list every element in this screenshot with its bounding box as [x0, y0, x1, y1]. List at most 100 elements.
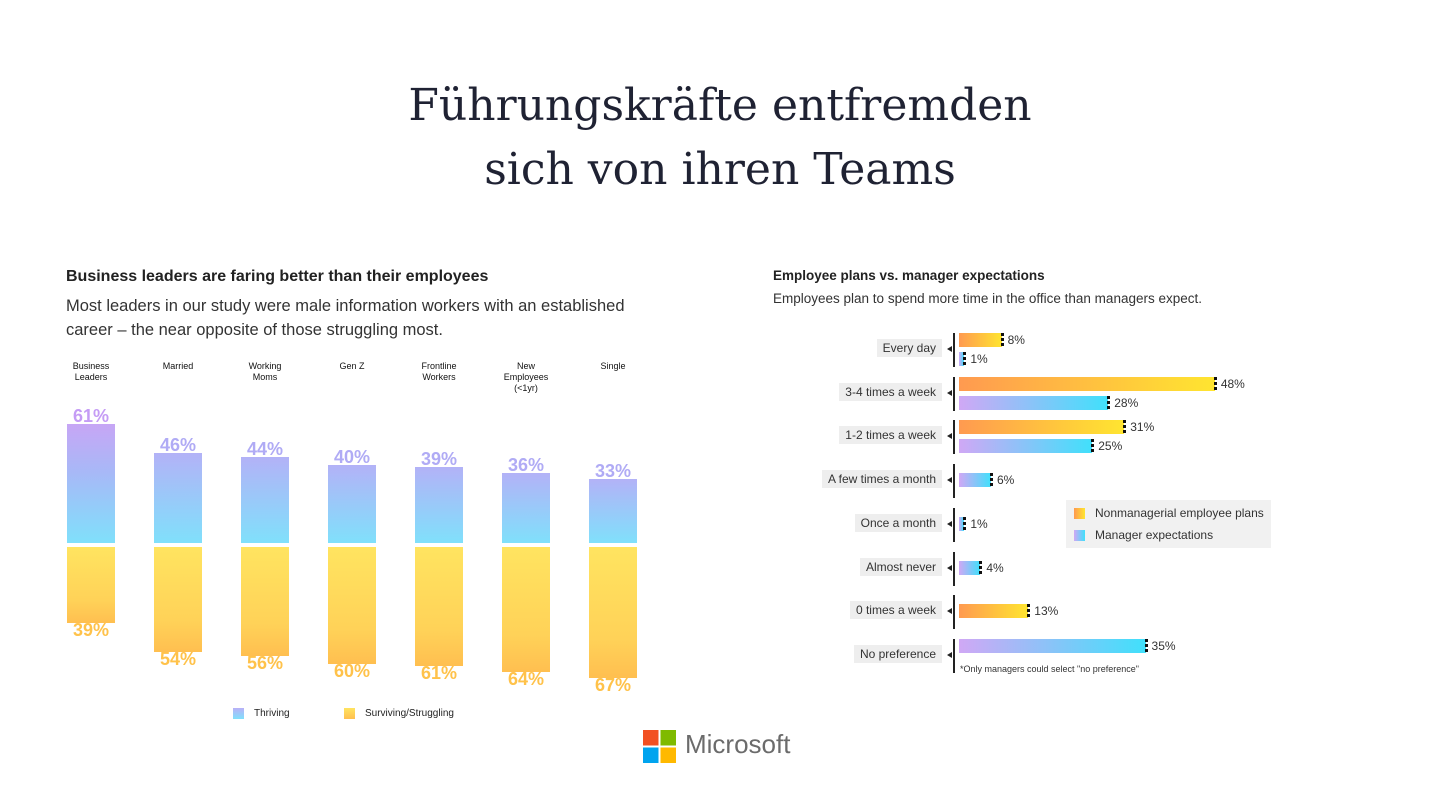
bar-end-marker [963, 352, 967, 366]
category-label: Frontline Workers [399, 361, 479, 383]
thriving-bar [328, 465, 376, 543]
axis-segment [953, 333, 955, 367]
bar-end-marker [1123, 420, 1127, 435]
bar-end-marker [1000, 333, 1004, 347]
category-label-line: Single [600, 361, 626, 371]
manager-bar [959, 560, 981, 575]
axis-segment [953, 420, 955, 455]
axis-segment [953, 464, 955, 499]
right-legend: Nonmanagerial employee plans Manager exp… [1066, 500, 1271, 548]
thriving-value-label: 39% [420, 448, 458, 469]
category-label: Business Leaders [51, 361, 131, 383]
right-chart-subtitle: Employees plan to spend more time in the… [773, 291, 1202, 306]
thriving-bar [415, 466, 463, 543]
surviving-bar [241, 547, 289, 657]
axis-segment [953, 551, 955, 586]
bar-end-marker [1027, 604, 1031, 619]
left-chart-title: Business leaders are faring better than … [66, 268, 489, 285]
category-label: 3-4 times a week [839, 382, 942, 401]
category-label-line: Workers [422, 372, 456, 382]
value-label: 35% [1151, 638, 1176, 653]
surviving-value-label: 61% [420, 662, 458, 683]
manager-bar [959, 352, 965, 366]
axis-tick [947, 346, 952, 352]
employee-bar [959, 604, 1029, 619]
legend-manager: Manager expectations [1074, 528, 1213, 542]
surviving-bar [154, 547, 202, 653]
slide-title: Führungskräfte entfremden sich von ihren… [408, 80, 1032, 195]
thriving-bar [154, 453, 202, 543]
surviving-value-label: 56% [246, 653, 284, 674]
thriving-value-label: 46% [159, 435, 197, 456]
thriving-bar [241, 457, 289, 543]
value-label: 6% [996, 473, 1015, 488]
category-label: Every day [876, 339, 942, 357]
category-label: Once a month [854, 513, 942, 532]
category-label: Almost never [859, 557, 942, 576]
axis-tick [947, 477, 952, 484]
legend-swatch [1074, 530, 1085, 542]
axis-segment [953, 595, 955, 630]
category-label-line: Leaders [74, 372, 108, 382]
microsoft-logo [643, 730, 676, 763]
category-label: Gen Z [312, 361, 392, 372]
surviving-bar [502, 547, 550, 672]
surviving-bar [415, 547, 463, 666]
axis-tick [947, 520, 952, 527]
axis-tick [947, 433, 952, 440]
value-label: 25% [1098, 439, 1123, 454]
manager-bar [959, 439, 1093, 454]
employee-bar [959, 333, 1002, 347]
legend-thriving: Thriving [233, 708, 290, 719]
bar-end-marker [963, 516, 967, 531]
bar-end-marker [1107, 395, 1111, 410]
legend-swatch [344, 708, 355, 719]
right-chart-title: Employee plans vs. manager expectations [773, 268, 1045, 283]
thriving-bar [502, 472, 550, 543]
bar-end-marker [1091, 439, 1095, 454]
chart-note: *Only managers could select "no preferen… [960, 664, 1139, 674]
value-label: 28% [1114, 395, 1139, 410]
employee-bar [959, 420, 1125, 435]
left-chart-subtitle: Most leaders in our study were male info… [66, 297, 625, 339]
manager-bar [959, 395, 1109, 410]
microsoft-wordmark: Microsoft [685, 729, 791, 759]
thriving-value-label: 33% [594, 460, 632, 481]
category-label-line: Married [162, 361, 194, 371]
value-label: 8% [1007, 333, 1025, 347]
category-label-line: Frontline [421, 361, 457, 371]
category-label: No preference [853, 644, 942, 663]
category-label-line: Moms [252, 372, 278, 382]
value-label: 31% [1130, 420, 1155, 435]
category-label: Married [138, 361, 218, 372]
thriving-value-label: 44% [246, 439, 284, 460]
legend-swatch [1074, 508, 1085, 520]
category-label-line: Business [72, 361, 110, 371]
category-label-line: (<1yr) [514, 383, 538, 393]
axis-tick [947, 389, 952, 396]
surviving-value-label: 39% [72, 620, 110, 641]
value-label: 1% [970, 352, 988, 366]
category-label-line: New [516, 361, 535, 371]
category-label: 0 times a week [849, 601, 942, 620]
axis-tick [947, 651, 952, 658]
thriving-value-label: 36% [507, 454, 545, 475]
value-label: 1% [970, 516, 988, 531]
category-label: Single [573, 361, 653, 372]
thriving-bar [589, 478, 637, 543]
bar-end-marker [1144, 638, 1148, 653]
value-label: 4% [986, 560, 1004, 575]
category-label: 1-2 times a week [839, 426, 942, 445]
surviving-bar [328, 547, 376, 664]
category-label-line: Working [248, 361, 282, 371]
axis-segment [953, 638, 955, 673]
legend-surviving: Surviving/Struggling [344, 708, 454, 719]
surviving-value-label: 67% [594, 674, 632, 695]
surviving-value-label: 54% [159, 649, 197, 670]
manager-bar [959, 473, 991, 488]
category-label-line: Gen Z [339, 361, 365, 371]
manager-bar [959, 638, 1146, 653]
axis-segment [953, 376, 955, 411]
axis-tick [947, 564, 952, 571]
category-label-line: Employees [503, 372, 549, 382]
